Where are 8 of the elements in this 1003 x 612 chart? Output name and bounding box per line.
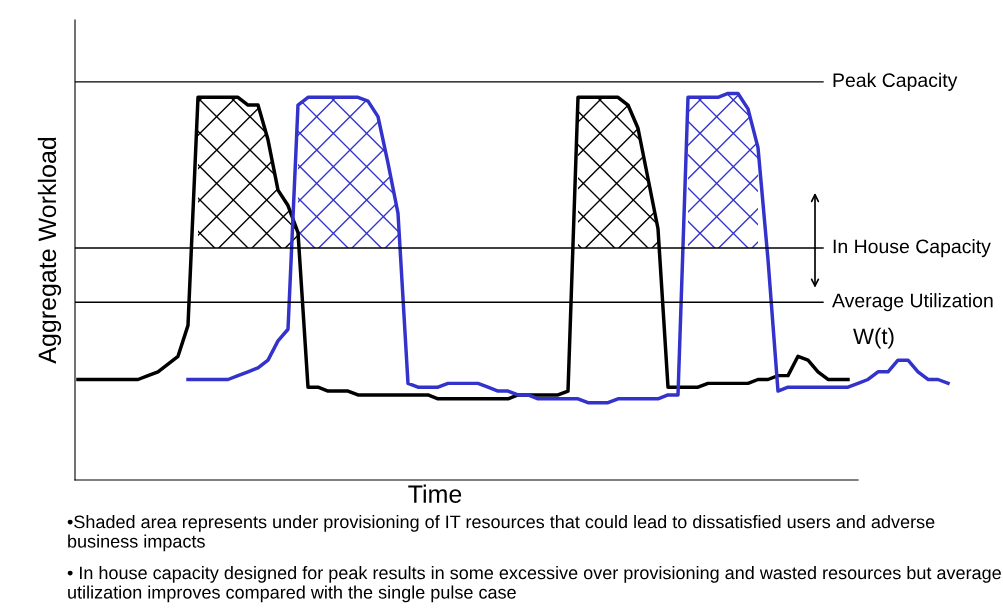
ref-line-label: Peak Capacity [833,72,958,91]
ref-line-label: In House Capacity [833,239,991,258]
x-axis-title: Time [408,484,462,503]
ref-line-label: Average Utilization [832,293,993,312]
y-axis-title: Aggregate Workload [37,137,62,364]
annotation: W(t) [853,327,894,349]
text: • In house capacity designed for peak results in some excessive over provisioning and wasted resources but average utilization improves compared with the single pulse case [67,566,1001,603]
text: •Shaded area represents under provisioning of IT resources that could lead to dissatisfied users and adverse business impacts [67,515,935,552]
